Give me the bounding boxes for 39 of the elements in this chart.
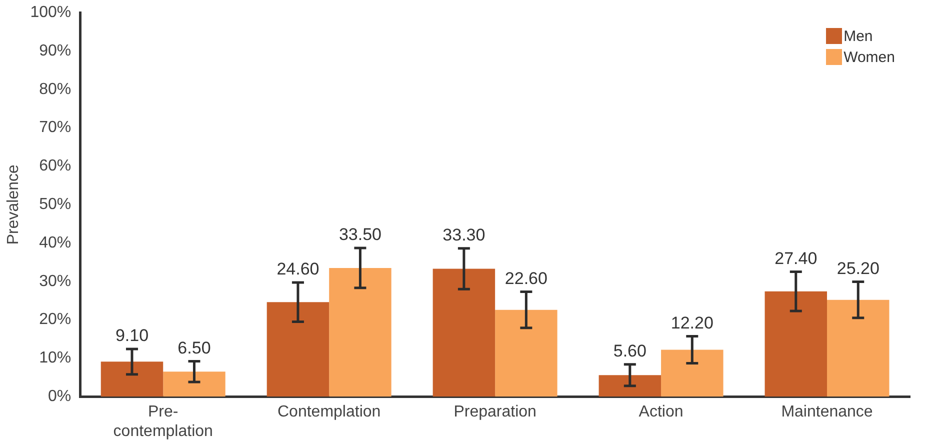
data-label: 22.60 <box>504 268 548 288</box>
x-tick-label: Preparation <box>454 404 536 421</box>
bar <box>598 375 662 397</box>
y-tick-label: 60% <box>39 158 72 175</box>
bar <box>266 302 330 397</box>
x-tick-label: Action <box>638 404 684 421</box>
bar <box>329 268 392 397</box>
y-tick-label: 100% <box>30 4 72 22</box>
y-tick-label: 40% <box>39 234 72 252</box>
data-label: 6.50 <box>178 338 211 358</box>
y-tick-label: 50% <box>39 196 72 214</box>
x-tick-label: Maintenance <box>781 404 873 421</box>
y-tick-label: 10% <box>39 350 72 367</box>
legend-label: Women <box>844 48 895 66</box>
y-tick-label: 90% <box>39 42 72 60</box>
data-label: 5.60 <box>613 342 646 361</box>
bar <box>661 350 724 397</box>
x-tick-label: Pre-contemplation <box>113 404 213 440</box>
data-label: 25.20 <box>836 258 880 278</box>
data-label: 33.30 <box>442 226 486 245</box>
y-axis-title: Prevalence <box>5 164 22 245</box>
y-tick-label: 80% <box>39 80 72 98</box>
y-tick-label: 30% <box>39 272 72 290</box>
data-label: 12.20 <box>670 314 714 332</box>
bar <box>827 300 890 397</box>
data-label: 33.50 <box>338 225 382 244</box>
y-tick-label: 0% <box>48 388 72 406</box>
bar <box>432 268 496 397</box>
bar <box>100 362 164 397</box>
bar <box>764 291 828 397</box>
x-tick-label: Contemplation <box>278 404 381 421</box>
bar <box>495 310 558 397</box>
bar <box>163 372 226 397</box>
data-label: 27.40 <box>774 248 818 268</box>
data-label: 24.60 <box>276 260 320 279</box>
data-label: 9.10 <box>115 326 149 346</box>
y-tick-label: 70% <box>39 119 72 136</box>
legend-label: Men <box>844 28 873 45</box>
y-tick-label: 20% <box>39 311 72 328</box>
